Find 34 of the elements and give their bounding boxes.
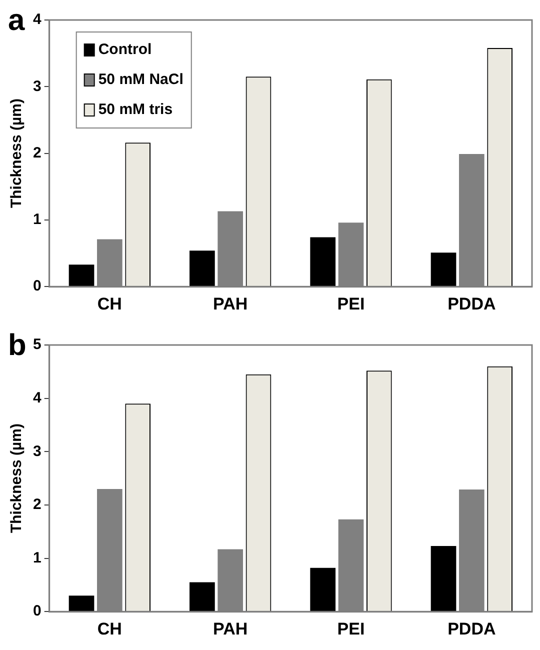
y-axis-title: Thickness (µm) <box>8 424 26 534</box>
x-tick-label: PEI <box>337 619 365 638</box>
bar <box>68 596 94 612</box>
bar <box>190 250 215 286</box>
y-tick-label: 4 <box>33 389 42 406</box>
legend-label: 50 mM tris <box>98 101 173 118</box>
bar <box>430 546 456 612</box>
bar <box>310 568 336 612</box>
y-axis-title: Thickness (µm) <box>8 98 26 208</box>
y-tick-label: 4 <box>33 11 42 28</box>
x-tick-label: CH <box>97 619 122 638</box>
x-tick-label: PAH <box>213 619 248 638</box>
bar <box>430 252 456 286</box>
bar <box>310 237 336 286</box>
chart-title: a <box>8 4 25 38</box>
chart-title: b <box>8 329 26 363</box>
x-tick-label: PAH <box>213 294 248 314</box>
x-tick-label: PEI <box>337 294 365 314</box>
y-tick-label: 2 <box>33 496 42 514</box>
bar <box>68 264 94 286</box>
y-tick-label: 1 <box>33 211 42 228</box>
legend-label: Control <box>98 41 152 58</box>
x-tick-label: PDDA <box>448 619 496 638</box>
y-tick-label: 0 <box>33 278 42 295</box>
bar <box>190 582 215 612</box>
y-tick-label: 3 <box>33 78 42 95</box>
y-tick-label: 5 <box>33 336 42 354</box>
legend-label: 50 mM NaCl <box>98 71 184 88</box>
y-tick-label: 3 <box>33 442 42 460</box>
y-tick-label: 1 <box>33 549 42 566</box>
x-tick-label: CH <box>97 294 122 314</box>
x-tick-label: PDDA <box>448 294 496 314</box>
y-tick-label: 0 <box>33 602 42 620</box>
y-tick-label: 2 <box>33 144 42 162</box>
